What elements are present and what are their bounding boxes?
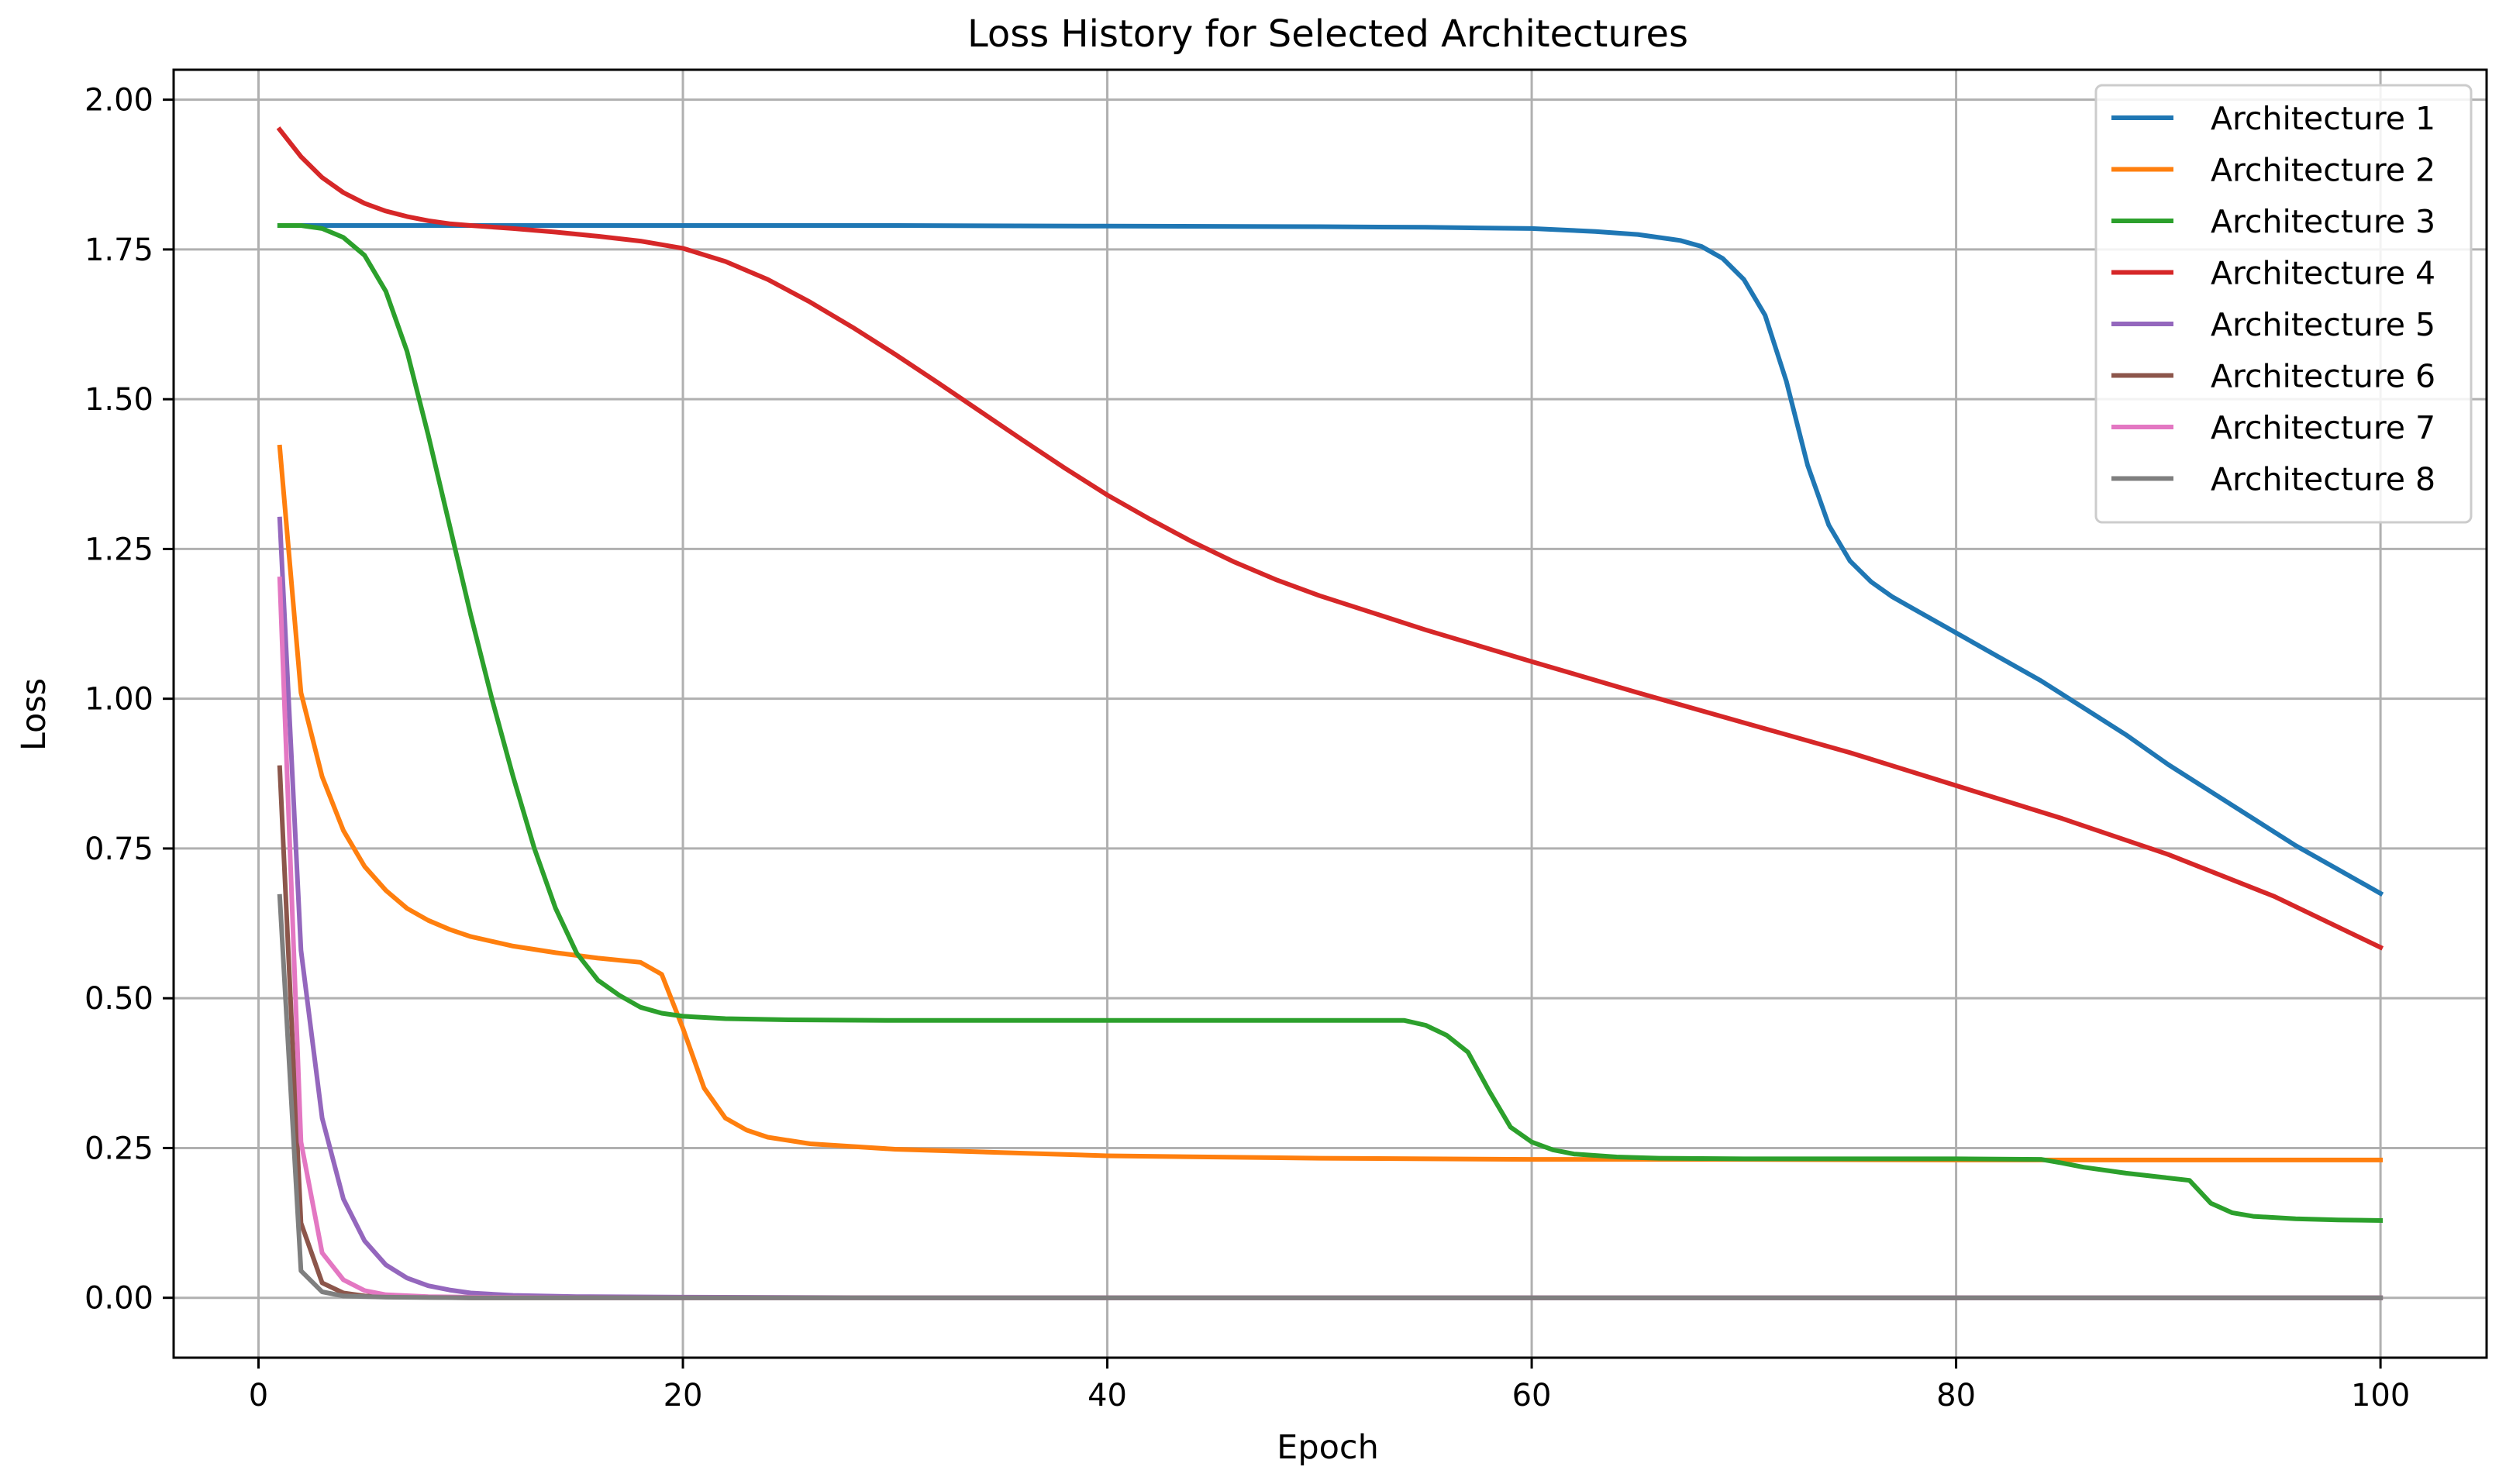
axis-ticks: 0 20 40 60 80 100 0.00 0.25 0.50 0.75 1.00 1.25 1.50…	[84, 83, 2410, 1413]
y-tick-label: 1.00	[84, 682, 153, 718]
legend-label: Architecture 1	[2211, 100, 2435, 137]
x-tick-label: 40	[1087, 1378, 1127, 1413]
series-line-architecture-1	[277, 223, 2384, 897]
y-tick-label: 0.00	[84, 1281, 153, 1317]
legend-label: Architecture 2	[2211, 152, 2435, 189]
y-tick-label: 1.50	[84, 382, 153, 418]
y-tick-label: 0.75	[84, 832, 153, 867]
x-axis-label: Epoch	[1277, 1428, 1379, 1467]
legend-label: Architecture 8	[2211, 461, 2435, 498]
x-tick-label: 100	[2351, 1378, 2410, 1413]
legend-label: Architecture 4	[2211, 255, 2435, 292]
x-tick-label: 80	[1936, 1378, 1976, 1413]
legend-label: Architecture 3	[2211, 203, 2435, 240]
legend-box	[2094, 84, 2473, 524]
legend-label: Architecture 7	[2211, 409, 2435, 446]
y-tick-label: 0.50	[84, 981, 153, 1017]
legend: Architecture 1 Architecture 2 Architecture…	[2094, 84, 2473, 524]
y-tick-label: 0.25	[84, 1131, 153, 1166]
chart-title: Loss History for Selected Architectures	[967, 12, 1688, 56]
series-line-architecture-8	[277, 893, 2384, 1300]
x-tick-label: 60	[1512, 1378, 1552, 1413]
plot-frame	[172, 68, 2488, 1359]
legend-label: Architecture 6	[2211, 358, 2435, 395]
series-line-architecture-2	[277, 444, 2384, 1162]
y-tick-label: 1.25	[84, 532, 153, 567]
series-line-architecture-4	[276, 126, 2384, 951]
y-tick-label: 2.00	[84, 83, 153, 119]
grid	[174, 70, 2487, 1358]
series-lines	[276, 126, 2384, 1300]
series-line-architecture-3	[277, 223, 2384, 1224]
y-tick-label: 1.75	[84, 232, 153, 268]
legend-label: Architecture 5	[2211, 306, 2435, 343]
y-axis-label: Loss	[15, 678, 53, 751]
x-tick-label: 20	[664, 1378, 703, 1413]
x-tick-label: 0	[249, 1378, 268, 1413]
